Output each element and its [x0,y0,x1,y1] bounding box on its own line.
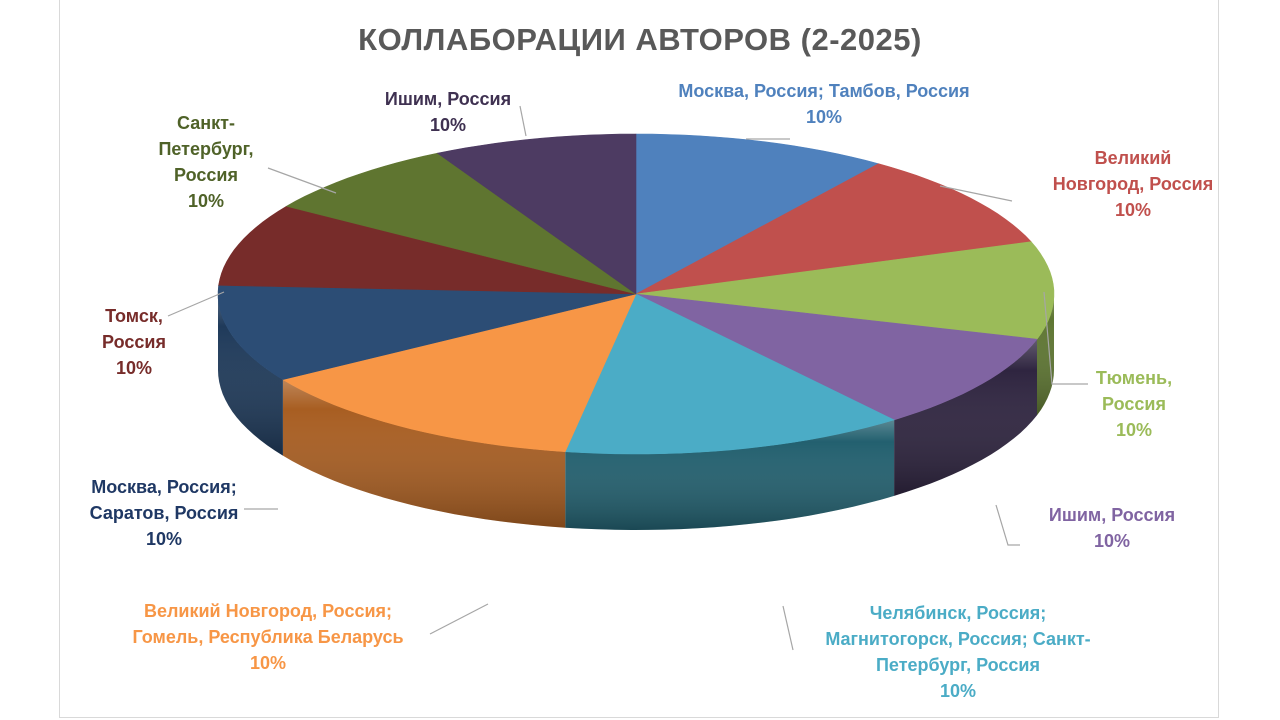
data-label-name-1: Великий Новгород, Россия [1052,148,1214,194]
data-label-percent-9: 10% [429,115,467,135]
pie-slice-1 [635,163,1032,295]
chart-title: КОЛЛАБОРАЦИИ АВТОРОВ (2-2025) [358,22,922,57]
data-label-4: Челябинск, Россия; Магнитогорск, Россия;… [825,600,1090,704]
leader-line-4 [782,605,794,651]
data-label-name-6: Москва, Россия; Саратов, Россия [89,477,239,523]
data-label-name-7: Томск, Россия [102,306,166,352]
data-label-8: Санкт- Петербург, Россия 10% [158,110,253,214]
pie-slice-6 [217,284,637,380]
data-label-name-2: Тюмень, Россия [1095,368,1173,414]
data-label-percent-7: 10% [115,358,153,378]
data-label-percent-0: 10% [805,107,843,127]
data-label-name-0: Москва, Россия; Тамбов, Россия [678,81,970,101]
pie-side-shade-5 [282,379,566,528]
pie-slice-7 [218,205,637,295]
data-label-7: Томск, Россия 10% [102,303,166,381]
pie-slice-9 [436,133,637,295]
data-label-2: Тюмень, Россия 10% [1096,365,1172,443]
data-label-5: Великий Новгород, Россия; Гомель, Респуб… [132,598,403,676]
pie-slice-3 [635,293,1038,421]
pie-side-shade-3 [894,339,1037,496]
data-label-9: Ишим, Россия 10% [385,86,511,138]
data-label-percent-5: 10% [249,653,287,673]
leader-line-3 [995,504,1020,546]
leader-line-9 [519,105,527,137]
data-label-6: Москва, Россия; Саратов, Россия 10% [90,474,239,552]
pie-slice-8 [285,152,637,295]
leader-line-2 [1043,291,1088,385]
data-label-name-9: Ишим, Россия [384,89,512,109]
data-label-0: Москва, Россия; Тамбов, Россия 10% [678,78,969,130]
data-label-percent-4: 10% [939,681,977,701]
data-label-3: Ишим, Россия 10% [1049,502,1175,554]
data-label-percent-3: 10% [1093,531,1131,551]
data-label-1: Великий Новгород, Россия 10% [1053,145,1213,223]
data-label-name-5: Великий Новгород, Россия; Гомель, Респуб… [132,601,404,647]
data-label-percent-1: 10% [1114,200,1152,220]
data-label-name-8: Санкт- Петербург, Россия [158,113,254,185]
pie-slice-5 [282,293,637,453]
pie-side-shade-4 [565,419,895,530]
data-label-percent-6: 10% [145,529,183,549]
leader-line-5 [429,603,489,635]
leader-line-7 [167,291,225,317]
data-label-percent-2: 10% [1115,420,1153,440]
pie-side-shade-6 [218,294,283,456]
data-label-percent-8: 10% [187,191,225,211]
leader-line-1 [939,185,1013,202]
pie-slice-2 [635,241,1055,340]
leader-line-8 [267,167,337,194]
pie-slice-4 [564,293,895,455]
pie-side-shade-2 [1037,294,1054,416]
data-label-name-3: Ишим, Россия [1048,505,1176,525]
pie-slice-0 [635,133,880,295]
data-label-name-4: Челябинск, Россия; Магнитогорск, Россия;… [825,603,1091,675]
